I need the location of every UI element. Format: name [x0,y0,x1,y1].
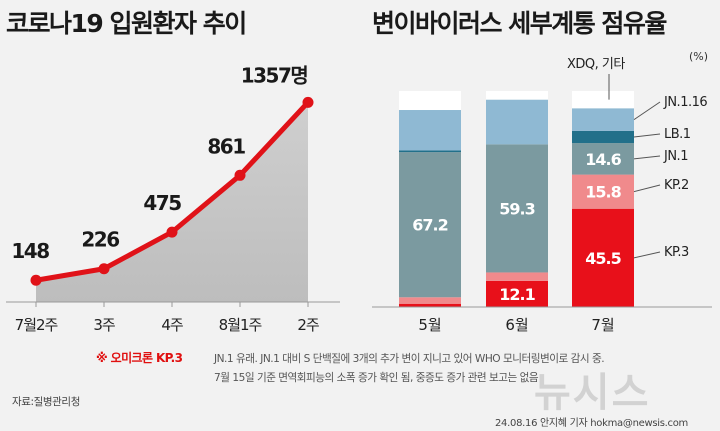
bar-value-label: 67.2 [412,216,447,235]
bar-value-label: 59.3 [499,199,534,218]
legend-leader [633,133,661,138]
bar-segment [572,91,634,109]
byline-credit: 24.08.16 안지혜 기자 hokma@newsis.com [495,418,688,429]
bar-segment [399,303,461,307]
bar-value-label: 14.6 [585,150,621,169]
area-fill [36,102,308,302]
source-label: 자료:질병관리청 [12,396,80,408]
bar-category-label: 5월 [418,316,441,334]
note-line-2: 7월 15일 기준 면역회피능의 소폭 증가 확인 됨, 중증도 증가 관련 보… [214,372,539,384]
data-point [234,169,246,181]
legend-leader [633,101,661,121]
bar-segment [399,297,461,304]
bar-segment [486,91,548,100]
x-tick-label: 2주 [297,316,319,334]
stacked-bar-chart: (%) 67.2 12.1 59.3 45.5 15.8 14.6 5월 6월 7월 XDQ, 기타… [372,50,712,334]
bar-segment [486,99,548,145]
legend-label: XDQ, 기타 [567,57,625,72]
legend-label: LB.1 [664,127,691,142]
data-point [302,96,314,108]
data-point [98,263,110,275]
unit-label: (%) [689,50,708,63]
bar-segment [486,280,548,307]
data-label: 148 [11,239,49,263]
x-tick-label: 8월1주 [219,316,262,334]
legend-label: KP.3 [664,245,689,260]
note-line-1: JN.1 유래. JN.1 대비 S 단백질에 3개의 추가 변이 지니고 있어… [214,353,605,365]
bar-segment [399,152,461,298]
bar-segment [399,91,461,111]
legend-label: KP.2 [664,178,689,193]
x-tick-label: 4주 [161,316,183,334]
watermark-logo: 뉴시스 [534,370,651,416]
data-label: 861 [207,134,245,158]
x-tick-label: 7월2주 [15,316,58,334]
bar-segment [486,144,548,273]
line-chart: 148 226 475 861 1357명 7월2주 3주 4주 8월1주 2주 [6,63,340,334]
data-label: 226 [81,228,119,252]
line-chart-title: 코로나19 입원환자 추이 [6,9,247,38]
x-tick-label: 3주 [93,316,115,334]
legend-label: JN.1 [663,149,688,164]
bar-segment [486,272,548,281]
data-label: 1357명 [241,63,308,87]
bar-segment [572,108,634,131]
bar-segment [399,110,461,151]
bar-category-label: 6월 [505,316,528,334]
bar-segment [572,130,634,144]
bar-value-label: 12.1 [499,285,535,304]
bar-segment [399,150,461,153]
note-tag: ※ 오미크론 KP.3 [96,351,183,365]
data-point [166,226,178,238]
bar-segment [572,143,634,175]
legend-leader [633,251,661,259]
data-point [30,274,42,286]
data-label: 475 [143,191,181,215]
legend-leader [633,184,661,193]
legend-leader [633,155,661,160]
bar-value-label: 15.8 [585,183,621,202]
bar-segment [572,208,634,307]
bar-category-label: 7월 [591,316,614,334]
bar-value-label: 45.5 [585,249,621,268]
bar-chart-title: 변이바이러스 세부계통 점유율 [372,9,667,38]
legend-label: JN.1.16 [663,95,707,110]
bar-segment [572,174,634,209]
